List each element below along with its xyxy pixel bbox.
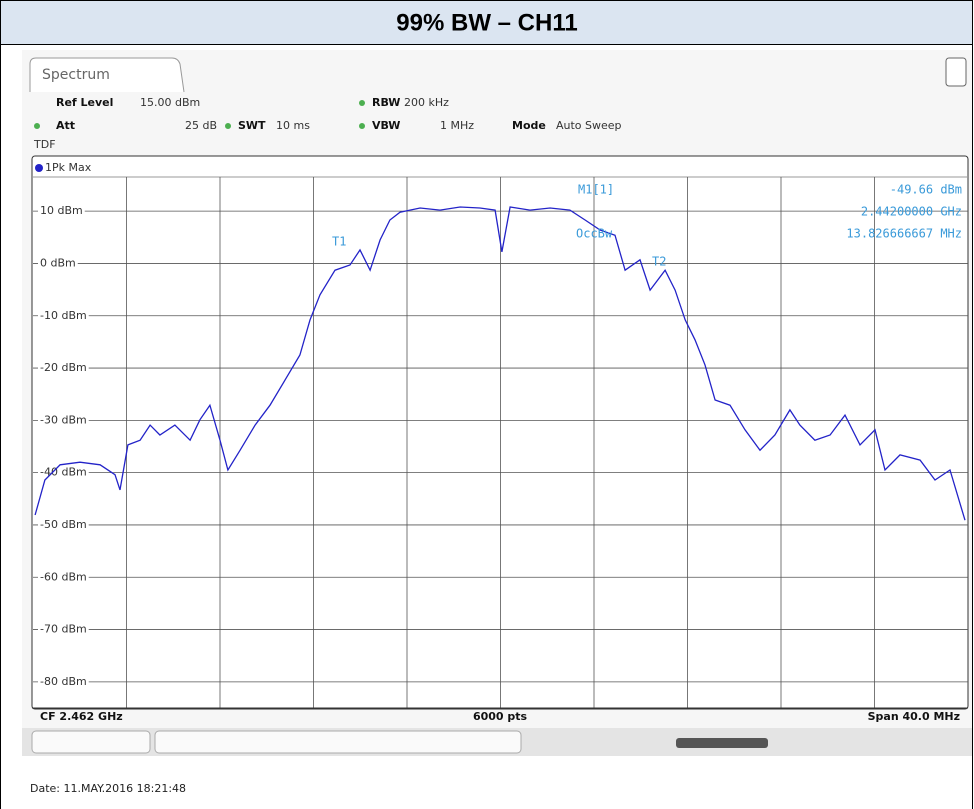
status-box xyxy=(154,730,522,754)
value: Auto Sweep xyxy=(556,119,622,132)
marker-occ: OccBw xyxy=(576,227,613,241)
dot xyxy=(359,100,365,106)
progress xyxy=(676,738,768,748)
y-tick-label: -20 dBm xyxy=(40,361,87,374)
y-tick-label: -70 dBm xyxy=(40,623,87,636)
label: RBW xyxy=(372,96,400,109)
y-tick-label: -10 dBm xyxy=(40,309,87,322)
trace-label: 1Pk Max xyxy=(45,161,92,174)
marker-t1: T1 xyxy=(332,235,346,249)
label-bg xyxy=(38,674,89,689)
tab-label: Spectrum xyxy=(42,67,110,83)
label: Att xyxy=(56,119,75,132)
label: TDF xyxy=(33,138,56,151)
label: VBW xyxy=(372,119,400,132)
marker-freq: 2.44200000 GHz xyxy=(861,205,962,219)
y-tick-label: -50 dBm xyxy=(40,518,87,531)
value: 10 ms xyxy=(276,119,310,132)
label-bg xyxy=(38,570,89,585)
value: 1 MHz xyxy=(440,119,474,132)
title: 99% BW – CH11 xyxy=(396,9,577,36)
trace-dot xyxy=(35,164,43,172)
label: Ref Level xyxy=(56,96,113,109)
y-tick-label: -80 dBm xyxy=(40,675,87,688)
label-bg xyxy=(38,308,89,323)
y-tick-label: 0 dBm xyxy=(40,256,76,269)
label-bg xyxy=(38,361,89,376)
value: 200 kHz xyxy=(404,96,449,109)
tab xyxy=(29,57,185,93)
label-bg xyxy=(38,413,89,428)
trace xyxy=(34,206,966,521)
dot xyxy=(225,123,231,129)
label-bg xyxy=(38,204,85,219)
y-tick-label: 10 dBm xyxy=(40,204,83,217)
marker-name: M1[1] xyxy=(578,183,614,197)
label: Mode xyxy=(512,119,546,132)
status-box xyxy=(31,730,151,754)
y-tick-label: -40 dBm xyxy=(40,466,87,479)
title-cell xyxy=(0,0,973,45)
label-bg xyxy=(38,465,89,480)
marker-level: -49.66 dBm xyxy=(890,183,962,197)
plot-frame xyxy=(31,155,969,710)
footer-pts: 6000 pts xyxy=(473,710,528,723)
y-tick-label: -30 dBm xyxy=(40,413,87,426)
label-bg xyxy=(38,622,89,637)
marker-bw: 13.826666667 MHz xyxy=(846,227,962,241)
plot: 10 dBm 0 dBm -10 dBm -20 dBm -30 dBm -40 dBm -… xyxy=(33,177,968,708)
marker-t2: T2 xyxy=(652,255,666,269)
label-bg xyxy=(38,256,78,271)
dot xyxy=(34,123,40,129)
footer-cf: CF 2.462 GHz xyxy=(40,710,123,723)
value: 15.00 dBm xyxy=(140,96,200,109)
menu-icon[interactable] xyxy=(945,57,967,87)
label-bg xyxy=(38,517,89,532)
value: 25 dB xyxy=(185,119,217,132)
y-tick-label: -60 dBm xyxy=(40,570,87,583)
date: Date: 11.MAY.2016 18:21:48 xyxy=(30,782,186,795)
dot xyxy=(359,123,365,129)
label: SWT xyxy=(238,119,266,132)
footer-span: Span 40.0 MHz xyxy=(868,710,960,723)
